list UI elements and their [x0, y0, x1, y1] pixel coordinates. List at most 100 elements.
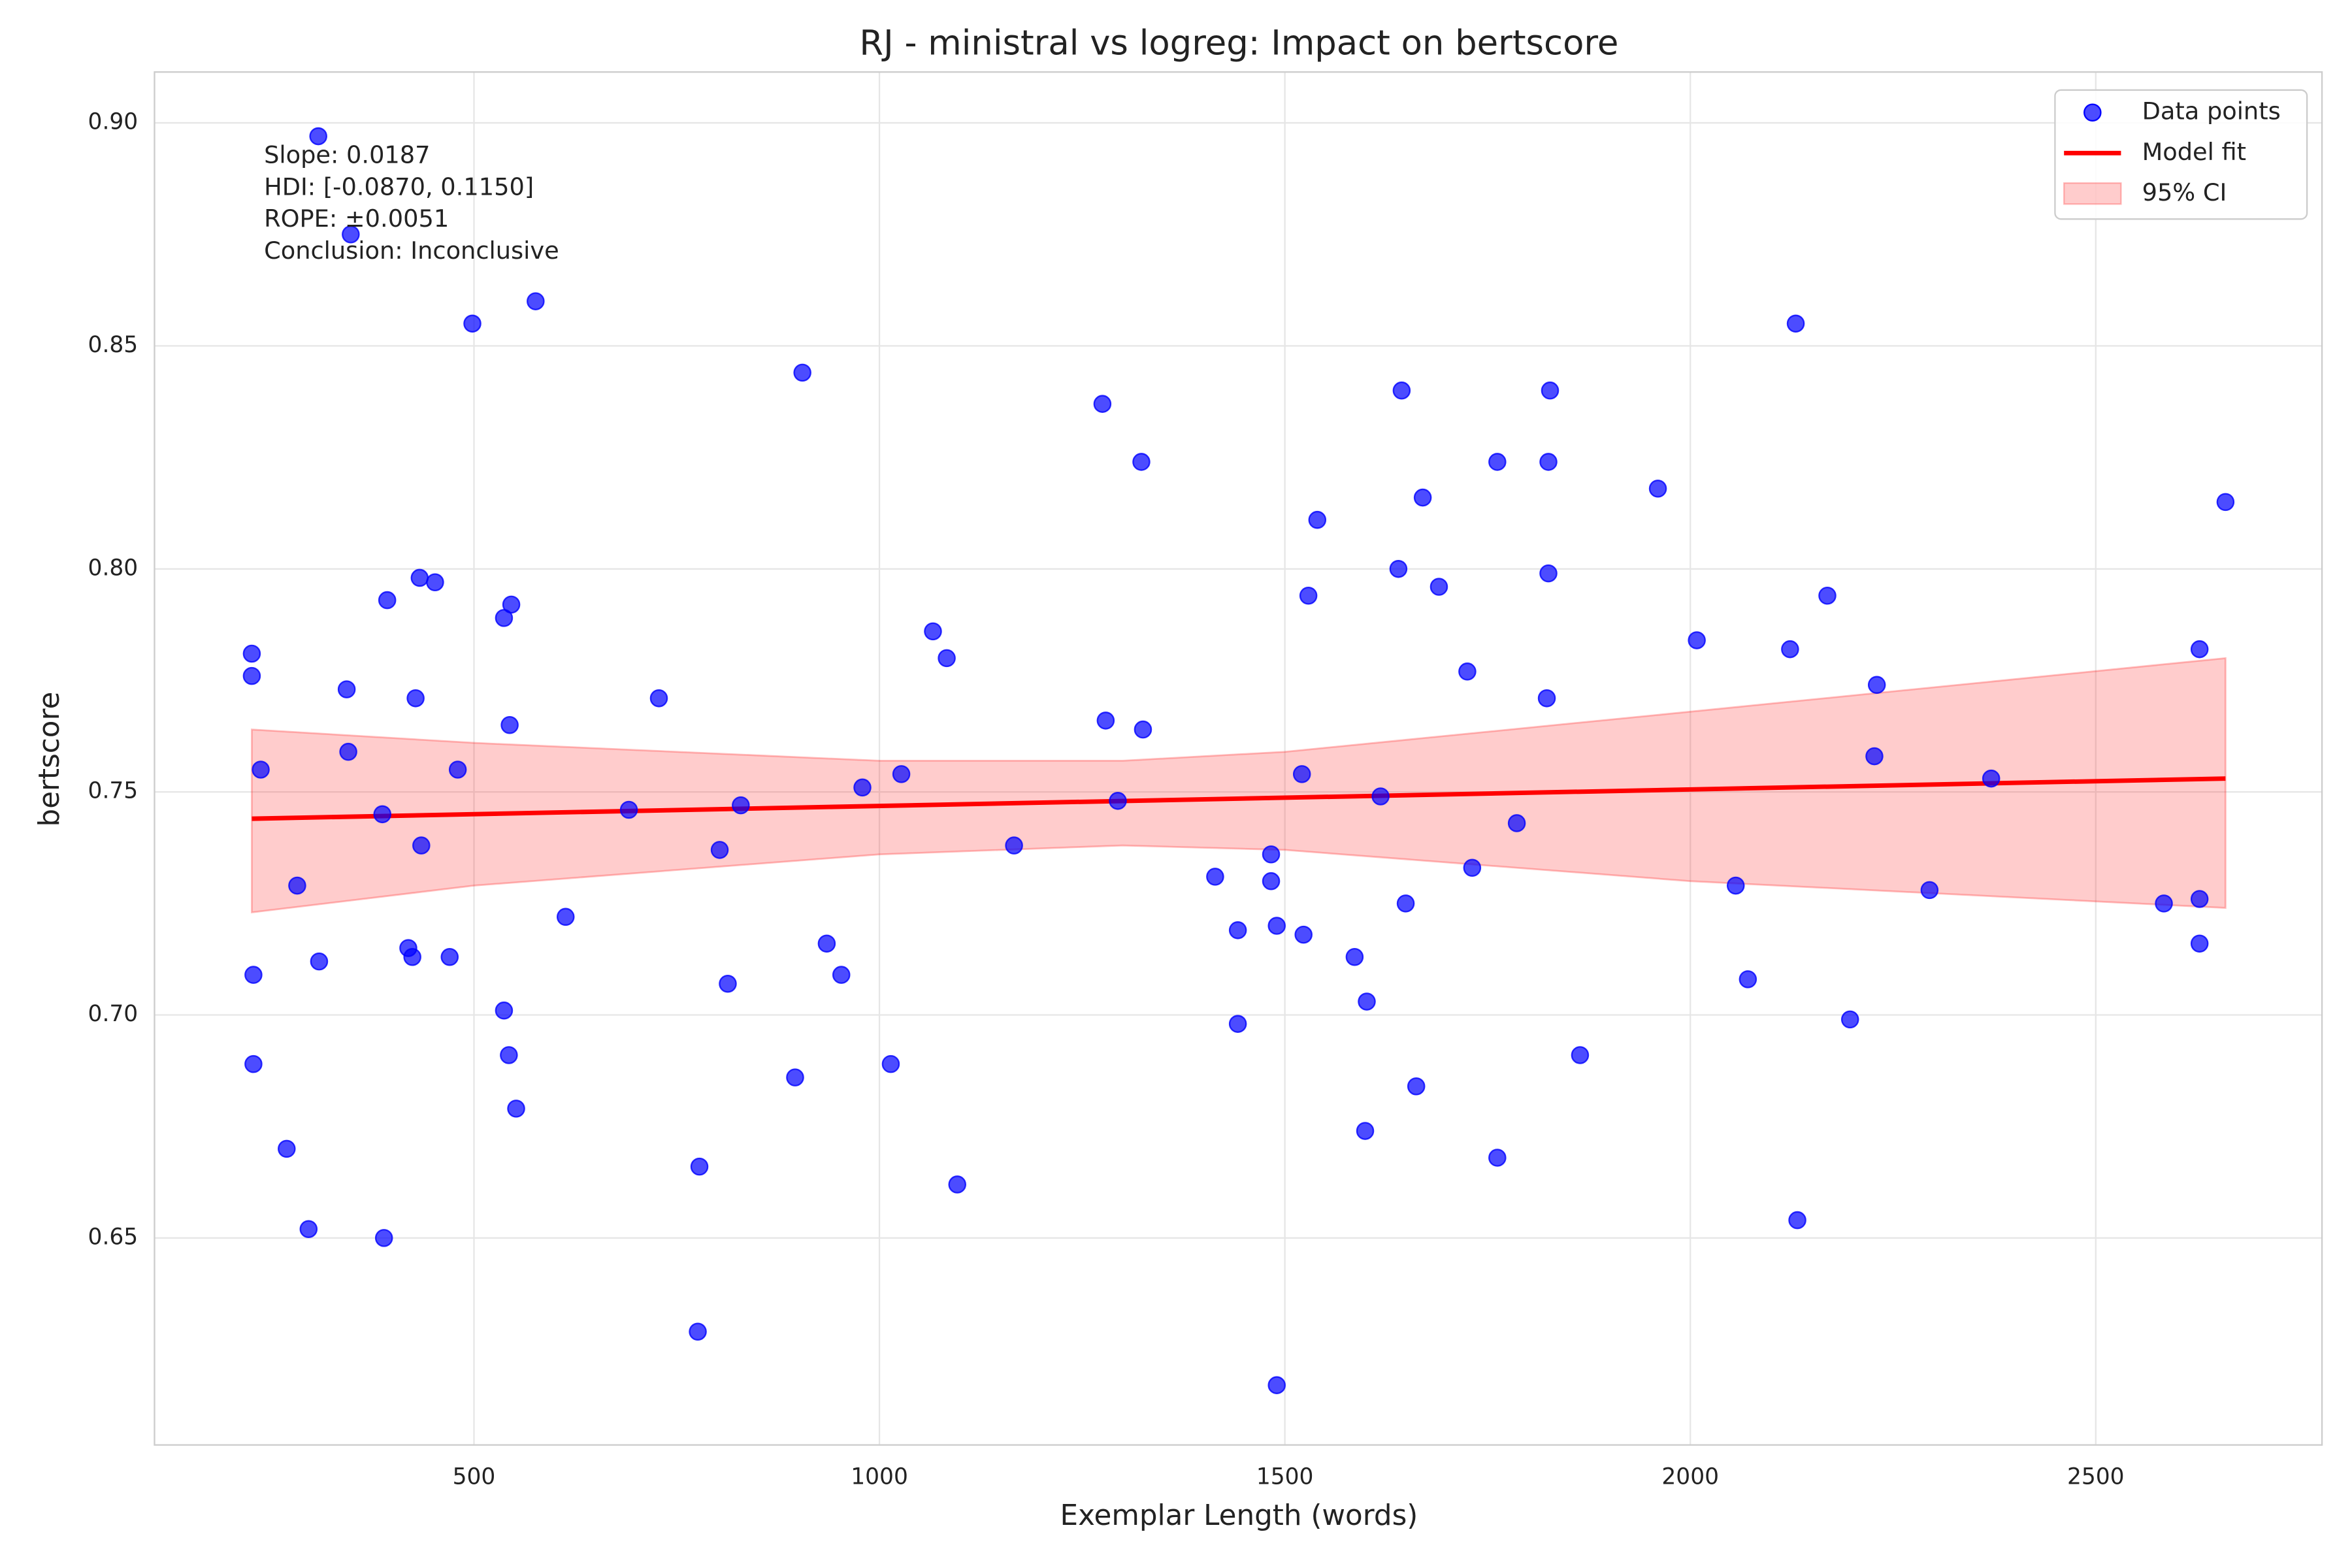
- y-tick-label: 0.70: [88, 1001, 139, 1027]
- data-point: [1507, 814, 1526, 832]
- data-point: [948, 1175, 966, 1194]
- data-point: [2190, 890, 2209, 908]
- annotation-text: HDI: [-0.0870, 0.1150]: [264, 172, 534, 201]
- data-point: [242, 666, 261, 685]
- annotation-text: Slope: 0.0187: [264, 140, 430, 169]
- y-tick-label: 0.80: [88, 555, 139, 581]
- data-point: [244, 1054, 263, 1073]
- data-point: [881, 1054, 900, 1073]
- data-point: [440, 947, 459, 966]
- data-point: [1356, 1122, 1375, 1140]
- data-point: [1267, 1376, 1286, 1394]
- legend-label: Data points: [2142, 97, 2281, 125]
- data-point: [1228, 921, 1247, 939]
- data-point: [412, 836, 431, 855]
- plot: [242, 127, 2235, 1394]
- data-point: [1396, 894, 1415, 913]
- x-tick-label: 2000: [1661, 1464, 1719, 1490]
- data-point: [288, 876, 306, 895]
- legend-label: Model fit: [2142, 138, 2246, 166]
- data-point: [556, 907, 575, 926]
- data-point: [1458, 662, 1477, 681]
- data-point: [1541, 381, 1560, 400]
- data-point: [378, 591, 397, 610]
- data-point: [403, 947, 421, 966]
- data-point: [1688, 631, 1706, 649]
- data-point: [690, 1157, 709, 1176]
- data-point: [732, 796, 750, 815]
- y-tick-label: 0.75: [88, 778, 139, 804]
- annotation: Slope: 0.0187 HDI: [-0.0870, 0.1150] ROPE:…: [264, 140, 559, 265]
- data-point: [337, 680, 356, 698]
- data-point: [495, 1001, 514, 1020]
- data-point: [406, 689, 425, 708]
- data-point: [339, 742, 357, 761]
- x-tick-label: 2500: [2067, 1464, 2125, 1490]
- data-point: [1407, 1077, 1426, 1096]
- data-point: [1539, 453, 1558, 471]
- data-point: [1818, 586, 1837, 605]
- y-axis-label: bertscore: [33, 692, 66, 827]
- data-point: [1109, 792, 1127, 810]
- legend-marker: [2083, 103, 2102, 122]
- x-tick-label: 500: [453, 1464, 496, 1490]
- plot-frame: [154, 71, 2323, 1446]
- data-point: [1262, 845, 1281, 864]
- data-point: [1413, 488, 1432, 507]
- data-point: [1345, 947, 1364, 966]
- x-tick-label: 1000: [851, 1464, 908, 1490]
- data-point: [1867, 676, 1886, 694]
- data-point: [1788, 1211, 1806, 1230]
- data-point: [1389, 560, 1408, 578]
- data-point: [310, 952, 329, 971]
- data-point: [1982, 769, 2001, 788]
- legend-marker: [2063, 182, 2122, 205]
- data-point: [278, 1139, 296, 1158]
- chart-title: RJ - ministral vs logreg: Impact on bert…: [859, 24, 1618, 63]
- data-point: [1865, 747, 1884, 766]
- data-point: [793, 363, 811, 382]
- fit-line: [252, 776, 2226, 821]
- data-point: [1005, 836, 1023, 855]
- data-point: [1726, 876, 1745, 895]
- data-point: [2155, 894, 2173, 913]
- data-point: [1781, 640, 1799, 659]
- data-point: [1539, 564, 1558, 583]
- data-point: [1093, 395, 1112, 413]
- data-point: [448, 760, 467, 779]
- data-point: [1358, 992, 1376, 1011]
- ci-band: [251, 657, 2227, 914]
- data-point: [1228, 1015, 1247, 1033]
- data-point: [619, 800, 638, 819]
- data-point: [1299, 586, 1318, 605]
- data-point: [252, 760, 270, 779]
- data-point: [1262, 872, 1281, 890]
- data-point: [832, 966, 851, 984]
- grid: 500 1000 1500 2000 2500 0.90 0.85 0.80 0.75 0.70 0…: [88, 72, 2323, 1490]
- data-point: [892, 765, 911, 783]
- data-point: [1648, 480, 1667, 498]
- data-point: [1096, 711, 1115, 730]
- annotation-text: Conclusion: Inconclusive: [264, 237, 559, 265]
- data-point: [1537, 689, 1556, 708]
- data-point: [374, 1229, 393, 1247]
- annotation-text: ROPE: ±0.0051: [264, 204, 449, 233]
- data-point: [2216, 493, 2235, 512]
- data-point: [242, 644, 261, 663]
- data-point: [342, 225, 360, 244]
- data-point: [1308, 510, 1327, 529]
- data-point: [689, 1322, 707, 1341]
- data-point: [309, 127, 327, 146]
- data-point: [426, 573, 444, 592]
- data-point: [853, 778, 872, 797]
- data-point: [1132, 453, 1151, 471]
- data-point: [1371, 787, 1390, 806]
- data-point: [500, 1046, 518, 1064]
- legend: Data points Model fit 95% CI: [2054, 89, 2308, 220]
- data-point: [1920, 881, 1939, 900]
- data-point: [649, 689, 668, 708]
- data-point: [1488, 1149, 1507, 1167]
- y-tick-label: 0.85: [88, 332, 139, 358]
- data-point: [1134, 720, 1152, 739]
